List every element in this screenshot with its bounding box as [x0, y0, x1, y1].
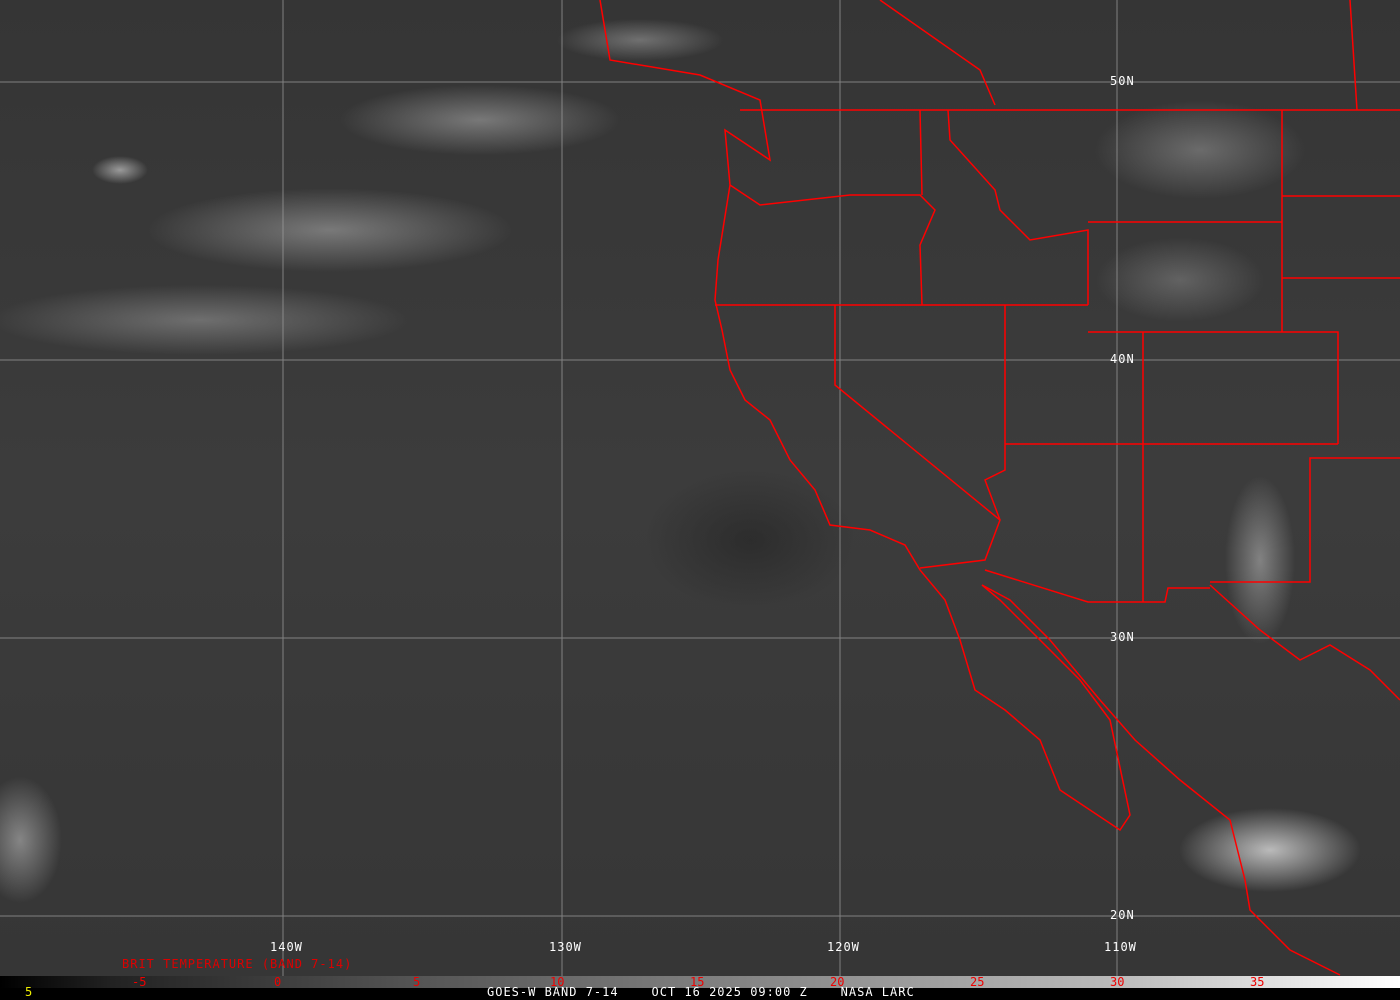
latitude-label-20n: 20N: [1110, 908, 1135, 922]
idaho-border: [919, 109, 1089, 305]
corner-value: 5: [25, 985, 33, 999]
colorbar-tick: 0: [274, 975, 282, 989]
wa-or-border: [729, 184, 936, 306]
satellite-imagery: [0, 0, 1400, 976]
colorbar-tick: 15: [690, 975, 705, 989]
latitude-label-50n: 50N: [1110, 74, 1135, 88]
colorbar-tick: 10: [550, 975, 565, 989]
longitude-label-120w: 120W: [827, 940, 860, 954]
longitude-label-110w: 110W: [1104, 940, 1137, 954]
nv-ut-border: [984, 305, 1006, 521]
legend-title: BRIT TEMPERATURE (BAND 7-14): [122, 957, 353, 971]
boundaries: [599, 0, 1400, 976]
latitude-label-40n: 40N: [1110, 352, 1135, 366]
mexico-coastline: [981, 584, 1341, 976]
graticule: [0, 0, 1400, 976]
colorbar-tick: 35: [1250, 975, 1265, 989]
colorbar-tick: 20: [830, 975, 845, 989]
canada-provinces: [879, 0, 1358, 111]
wy-co-borders: [1088, 110, 1400, 583]
longitude-label-140w: 140W: [270, 940, 303, 954]
west-coastline: [599, 0, 1131, 832]
colorbar-tick: -5: [132, 975, 147, 989]
map-overlay: [0, 0, 1400, 976]
latitude-label-30n: 30N: [1110, 630, 1135, 644]
gulf-coast: [1209, 584, 1400, 701]
colorbar-tick: 25: [970, 975, 985, 989]
longitude-label-130w: 130W: [549, 940, 582, 954]
colorbar-tick: 30: [1110, 975, 1125, 989]
image-caption: GOES-W BAND 7-14 OCT 16 2025 09:00 Z NAS…: [487, 985, 915, 999]
colorbar-tick: 5: [413, 975, 421, 989]
colorbar: [0, 976, 1400, 988]
az-border: [984, 332, 1338, 603]
footer-bar: [0, 988, 1400, 1000]
